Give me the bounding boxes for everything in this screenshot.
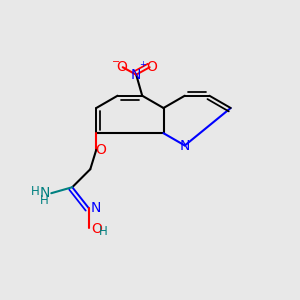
Text: H: H xyxy=(40,194,49,207)
Text: O: O xyxy=(91,222,102,236)
Text: N: N xyxy=(180,139,190,152)
Text: O: O xyxy=(95,143,106,157)
Text: O: O xyxy=(116,60,127,74)
Text: N: N xyxy=(90,201,101,215)
Text: H: H xyxy=(99,225,108,238)
Text: +: + xyxy=(139,60,146,69)
Text: −: − xyxy=(112,57,120,67)
Text: O: O xyxy=(146,60,157,74)
Text: N: N xyxy=(39,186,50,200)
Text: N: N xyxy=(131,68,141,82)
Text: H: H xyxy=(31,185,40,198)
